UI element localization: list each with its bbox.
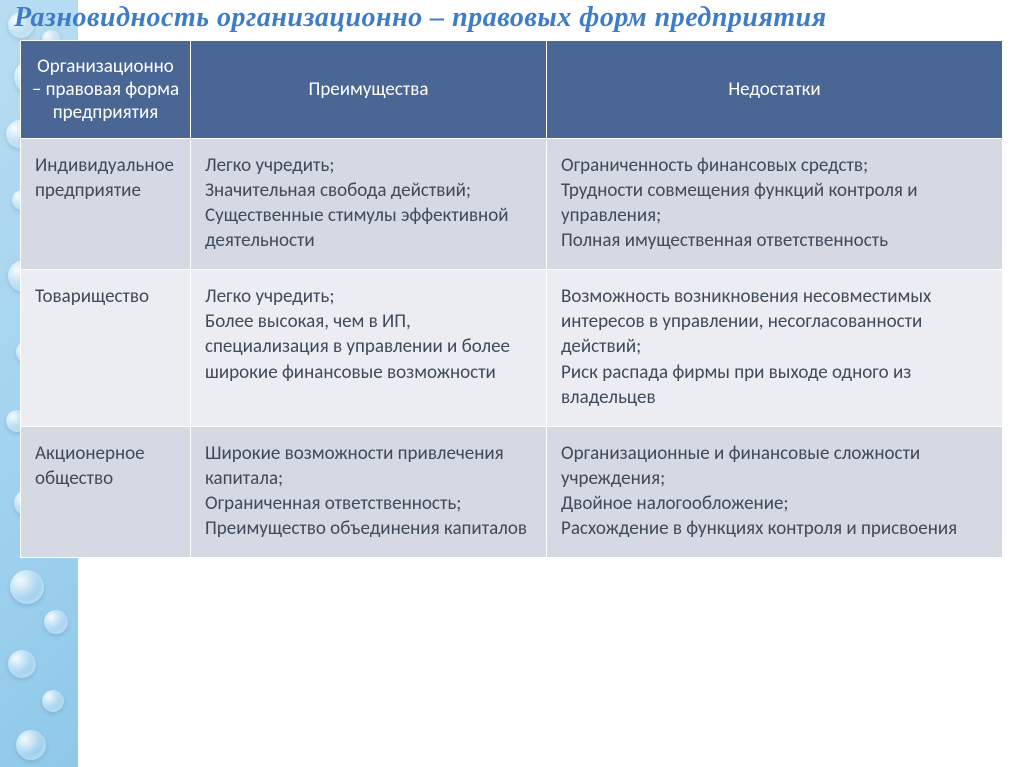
col-header-cons: Недостатки bbox=[547, 41, 1003, 139]
cell-form: Товарищество bbox=[21, 270, 191, 426]
table-header-row: Организационно – правовая форма предприя… bbox=[21, 41, 1003, 139]
water-bubble bbox=[10, 570, 44, 604]
table-row: Индивидуальное предприятиеЛегко учредить… bbox=[21, 139, 1003, 270]
water-bubble bbox=[44, 610, 68, 634]
cell-pros: Широкие возможности привлечения капитала… bbox=[191, 426, 547, 557]
cell-cons: Организационные и финансовые сложности у… bbox=[547, 426, 1003, 557]
table-row: ТовариществоЛегко учредить; Более высока… bbox=[21, 270, 1003, 426]
water-bubble bbox=[16, 730, 46, 760]
table-body: Индивидуальное предприятиеЛегко учредить… bbox=[21, 139, 1003, 558]
water-bubble bbox=[8, 650, 36, 678]
slide-content: Разновидность организационно – правовых … bbox=[14, 0, 1010, 558]
water-bubble bbox=[42, 690, 64, 712]
forms-table: Организационно – правовая форма предприя… bbox=[20, 40, 1003, 558]
slide-title: Разновидность организационно – правовых … bbox=[14, 0, 1010, 40]
cell-pros: Легко учредить; Более высокая, чем в ИП,… bbox=[191, 270, 547, 426]
cell-cons: Ограниченность финансовых средств; Трудн… bbox=[547, 139, 1003, 270]
cell-form: Индивидуальное предприятие bbox=[21, 139, 191, 270]
cell-pros: Легко учредить; Значительная свобода дей… bbox=[191, 139, 547, 270]
col-header-form: Организационно – правовая форма предприя… bbox=[21, 41, 191, 139]
table-row: Акционерное обществоШирокие возможности … bbox=[21, 426, 1003, 557]
col-header-pros: Преимущества bbox=[191, 41, 547, 139]
cell-cons: Возможность возникновения несовместимых … bbox=[547, 270, 1003, 426]
cell-form: Акционерное общество bbox=[21, 426, 191, 557]
